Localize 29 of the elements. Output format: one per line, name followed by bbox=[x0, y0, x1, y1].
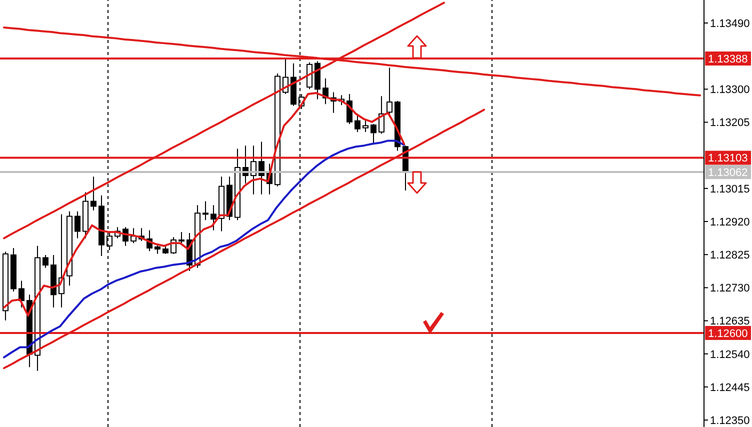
y-tick-label: 1.12920 bbox=[710, 216, 750, 228]
candlestick bbox=[74, 210, 80, 239]
ref-line-label: 1.13062 bbox=[708, 166, 748, 179]
y-tick-label: 1.12730 bbox=[710, 282, 750, 295]
y-tick-label: 1.12635 bbox=[710, 316, 750, 328]
y-tick-label: 1.13300 bbox=[710, 84, 750, 96]
candlestick bbox=[362, 118, 368, 132]
candlestick bbox=[178, 231, 184, 244]
ref-line-label: 1.12600 bbox=[708, 328, 748, 340]
candlestick bbox=[90, 176, 96, 211]
candlestick bbox=[18, 280, 24, 308]
y-tick-label: 1.13015 bbox=[710, 183, 750, 196]
y-tick-label: 1.12825 bbox=[710, 250, 750, 262]
y-tick-label: 1.12540 bbox=[710, 348, 750, 361]
y-tick-label: 1.13205 bbox=[710, 117, 750, 130]
candlestick bbox=[202, 200, 208, 221]
candlestick bbox=[354, 113, 360, 132]
candlestick bbox=[42, 254, 48, 268]
ref-line-label: 1.13103 bbox=[708, 152, 748, 165]
y-tick-label: 1.12350 bbox=[710, 414, 750, 427]
ref-line-label: 1.13388 bbox=[708, 53, 748, 66]
candlestick bbox=[386, 67, 392, 114]
y-tick-label: 1.12445 bbox=[710, 382, 750, 394]
line-series bbox=[3, 140, 405, 358]
candlestick bbox=[154, 244, 160, 254]
candlestick bbox=[210, 204, 216, 231]
candlestick bbox=[370, 123, 376, 144]
candlestick bbox=[306, 62, 312, 90]
y-tick-label: 1.13490 bbox=[710, 18, 750, 30]
